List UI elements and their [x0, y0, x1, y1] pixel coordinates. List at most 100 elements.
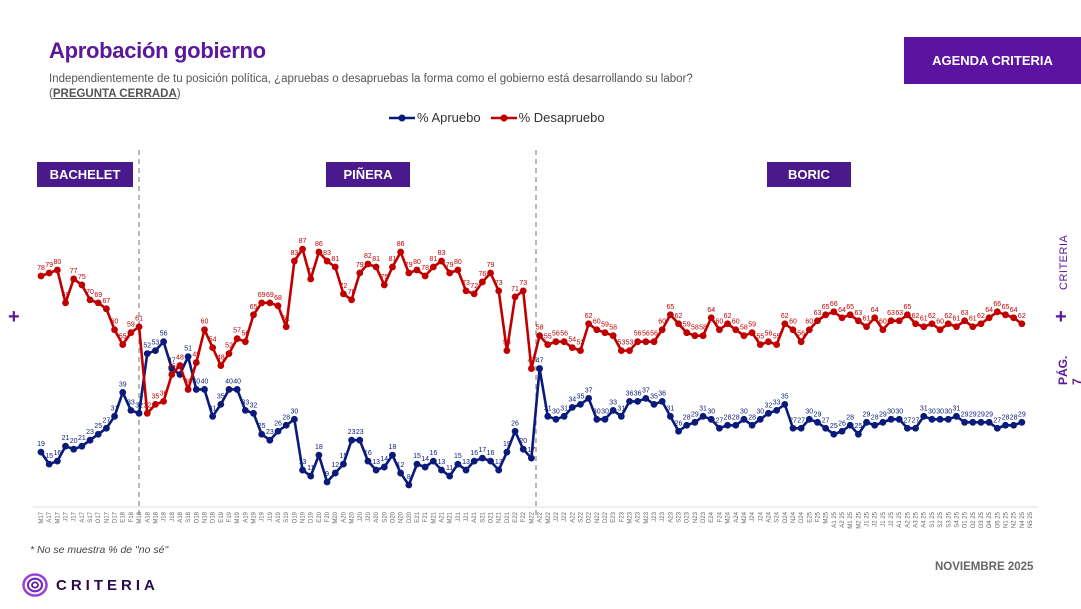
point-approve — [1018, 418, 1026, 426]
data-label-approve: 30 — [944, 408, 952, 415]
point-disapprove — [716, 326, 723, 334]
point-approve — [53, 457, 61, 465]
point-approve — [372, 466, 380, 474]
point-approve — [977, 418, 985, 426]
data-label-approve: 36 — [626, 390, 634, 397]
data-label-approve: 27 — [912, 417, 920, 424]
data-label-approve: 32 — [135, 402, 143, 409]
point-approve — [903, 424, 911, 432]
data-label-disapprove: 65 — [846, 304, 854, 311]
x-tick-label: O22 — [587, 511, 593, 523]
point-approve — [887, 415, 895, 423]
point-disapprove — [977, 320, 985, 328]
point-disapprove — [536, 332, 543, 340]
data-label-approve: 27 — [797, 417, 805, 424]
point-approve — [642, 395, 650, 402]
agenda-criteria-button[interactable]: AGENDA CRITERIA — [904, 37, 1081, 84]
data-label-disapprove: 59 — [127, 322, 135, 329]
point-approve — [454, 460, 462, 468]
point-approve — [462, 466, 470, 474]
point-disapprove — [936, 326, 944, 334]
data-label-disapprove: 59 — [748, 322, 756, 329]
point-approve — [993, 424, 1001, 432]
point-approve — [340, 460, 347, 468]
data-label-disapprove: 63 — [814, 310, 822, 317]
data-label-approve: 27 — [789, 417, 797, 424]
report-date: NOVIEMBRE 2025 — [935, 561, 1034, 573]
point-disapprove — [1018, 320, 1026, 328]
point-disapprove — [830, 308, 838, 316]
data-label-approve: 30 — [928, 408, 936, 415]
x-tick-label: J22 — [562, 511, 568, 521]
point-disapprove — [838, 314, 846, 322]
data-label-approve: 27 — [716, 417, 724, 424]
data-label-disapprove: 61 — [920, 316, 928, 323]
data-label-disapprove: 64 — [838, 307, 846, 314]
point-disapprove — [274, 302, 282, 310]
data-label-approve: 40 — [192, 378, 200, 385]
x-tick-label: A2 25 — [905, 511, 911, 527]
point-approve — [560, 412, 568, 420]
point-approve — [364, 457, 372, 465]
point-approve — [846, 421, 854, 429]
data-label-approve: 31 — [953, 405, 961, 412]
x-tick-label: S22 — [578, 511, 584, 522]
x-tick-label: S19 — [284, 511, 290, 522]
point-approve — [470, 457, 478, 465]
data-label-disapprove: 61 — [282, 316, 290, 323]
data-label-approve: 23 — [266, 429, 274, 436]
point-disapprove — [961, 317, 969, 325]
data-label-approve: 29 — [977, 411, 985, 418]
point-disapprove — [152, 400, 159, 408]
point-approve — [45, 460, 53, 468]
point-disapprove — [601, 329, 609, 337]
point-approve — [70, 445, 78, 453]
x-tick-label: A18 — [178, 511, 184, 522]
data-label-disapprove: 48 — [217, 355, 225, 362]
x-tick-label: M23 — [627, 511, 633, 523]
x-tick-label: A17 — [80, 511, 86, 522]
point-disapprove — [765, 338, 772, 346]
x-tick-label: J1 25 — [865, 511, 871, 526]
data-label-disapprove: 83 — [438, 250, 446, 257]
x-tick-label: F22 — [521, 511, 527, 522]
point-approve — [413, 460, 421, 468]
x-tick-label: D23 — [701, 511, 707, 523]
data-label-approve: 26 — [675, 420, 683, 427]
period-badge-boric: BORIC — [767, 162, 851, 187]
data-label-disapprove: 81 — [389, 256, 397, 263]
data-label-approve: 29 — [1018, 411, 1026, 418]
point-approve — [331, 469, 339, 477]
point-approve — [944, 415, 952, 423]
data-label-disapprove: 80 — [454, 259, 462, 266]
period-badge-bachelet: BACHELET — [37, 162, 133, 187]
data-label-disapprove: 60 — [789, 319, 797, 326]
data-label-approve: 17 — [528, 447, 536, 454]
point-approve — [740, 415, 748, 423]
data-label-disapprove: 80 — [413, 259, 421, 266]
point-approve — [323, 478, 331, 486]
point-disapprove — [446, 269, 454, 277]
x-tick-label: E25 — [807, 511, 813, 522]
point-disapprove — [331, 263, 339, 271]
data-label-approve: 31 — [544, 405, 552, 412]
point-disapprove — [683, 329, 691, 337]
data-label-approve: 33 — [127, 399, 135, 406]
data-label-approve: 18 — [315, 444, 323, 451]
data-label-approve: 51 — [184, 346, 192, 353]
data-label-disapprove: 69 — [94, 292, 102, 299]
point-approve — [805, 415, 813, 423]
data-label-approve: 31 — [560, 405, 568, 412]
data-label-approve: 47 — [536, 358, 544, 365]
data-label-disapprove: 56 — [552, 331, 560, 338]
x-tick-label: N1 25 — [1003, 511, 1009, 528]
data-label-disapprove: 62 — [781, 313, 789, 320]
point-disapprove — [119, 341, 127, 349]
point-approve — [397, 469, 405, 477]
x-tick-label: O3 25 — [979, 511, 985, 528]
point-disapprove — [511, 293, 519, 301]
data-label-approve: 13 — [438, 459, 446, 466]
x-tick-label: S20 — [382, 511, 388, 522]
question: Independientemente de tu posición políti… — [49, 73, 693, 85]
point-approve — [707, 415, 715, 423]
